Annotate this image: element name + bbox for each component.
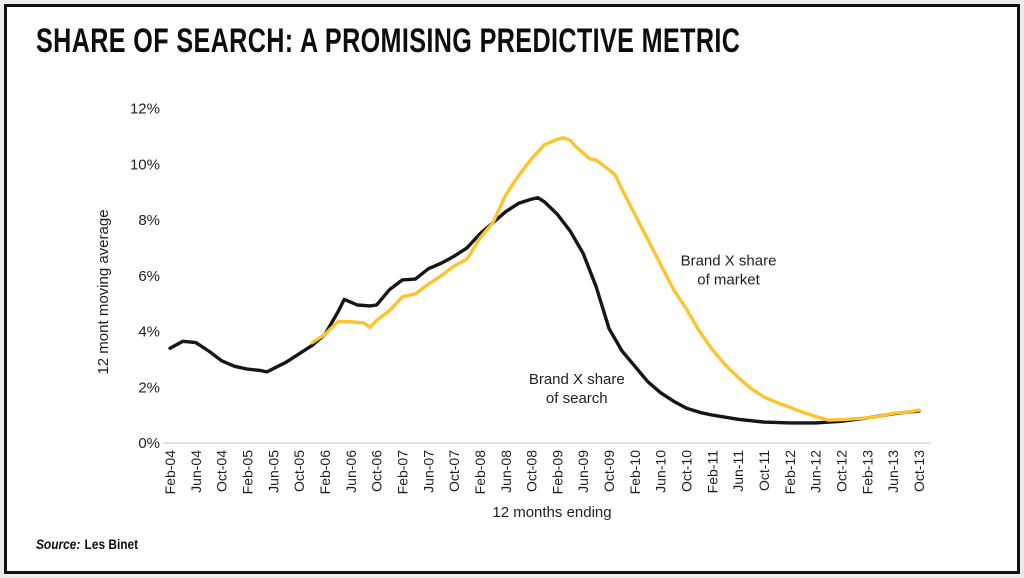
x-tick-label: Feb-04 bbox=[162, 450, 178, 495]
x-tick-label: Jun-07 bbox=[420, 450, 436, 493]
y-tick-label: 10% bbox=[130, 156, 160, 173]
y-tick-label: 6% bbox=[138, 268, 160, 285]
x-tick-label: Oct-04 bbox=[214, 450, 230, 492]
y-tick-label: 2% bbox=[138, 379, 160, 396]
source-note: Source: Les Binet bbox=[36, 536, 138, 552]
source-label: Source: bbox=[36, 536, 81, 552]
x-tick-label: Jun-11 bbox=[730, 450, 746, 492]
x-tick-label: Feb-07 bbox=[394, 450, 410, 495]
y-axis-title: 12 mont moving average bbox=[95, 209, 112, 374]
x-tick-label: Oct-09 bbox=[601, 450, 617, 492]
y-tick-label: 4% bbox=[138, 324, 160, 341]
x-tick-label: Oct-10 bbox=[679, 450, 695, 492]
y-tick-label: 0% bbox=[138, 435, 160, 452]
x-tick-label: Jun-08 bbox=[498, 450, 514, 493]
x-tick-label: Jun-12 bbox=[808, 450, 824, 493]
series-annotation-search-label: of search bbox=[546, 390, 608, 407]
x-tick-label: Jun-09 bbox=[575, 450, 591, 493]
x-tick-label: Oct-08 bbox=[524, 450, 540, 492]
x-axis-title: 12 months ending bbox=[492, 504, 611, 521]
x-tick-label: Jun-04 bbox=[188, 450, 204, 493]
x-tick-label: Feb-06 bbox=[317, 450, 333, 495]
x-tick-label: Oct-12 bbox=[834, 450, 850, 492]
x-tick-label: Feb-11 bbox=[704, 450, 720, 494]
page-title: SHARE OF SEARCH: A PROMISING PREDICTIVE … bbox=[36, 22, 741, 60]
x-tick-label: Oct-06 bbox=[369, 450, 385, 492]
x-tick-label: Jun-06 bbox=[343, 450, 359, 493]
series-annotation-market-label: Brand X share bbox=[681, 253, 777, 270]
x-tick-label: Feb-13 bbox=[859, 450, 875, 495]
x-tick-label: Oct-05 bbox=[291, 450, 307, 492]
slide-border bbox=[4, 4, 1020, 574]
x-tick-label: Feb-12 bbox=[782, 450, 798, 495]
x-tick-label: Feb-10 bbox=[627, 450, 643, 495]
source-value: Les Binet bbox=[84, 536, 139, 552]
y-tick-label: 12% bbox=[130, 101, 160, 118]
series-line-market bbox=[310, 136, 921, 422]
x-tick-label: Oct-13 bbox=[911, 450, 927, 492]
x-tick-label: Feb-05 bbox=[239, 450, 255, 495]
x-tick-label: Feb-09 bbox=[549, 450, 565, 495]
x-tick-label: Jun-05 bbox=[265, 450, 281, 493]
x-tick-label: Oct-11 bbox=[756, 450, 772, 491]
x-tick-label: Jun-10 bbox=[653, 450, 669, 493]
x-tick-label: Feb-08 bbox=[472, 450, 488, 495]
series-annotation-search-label: Brand X share bbox=[529, 371, 625, 388]
y-tick-label: 8% bbox=[138, 212, 160, 229]
x-tick-label: Jun-13 bbox=[885, 450, 901, 493]
x-tick-label: Oct-07 bbox=[446, 450, 462, 492]
series-annotation-market-label: of market bbox=[697, 272, 760, 289]
series-line-search bbox=[168, 195, 921, 425]
